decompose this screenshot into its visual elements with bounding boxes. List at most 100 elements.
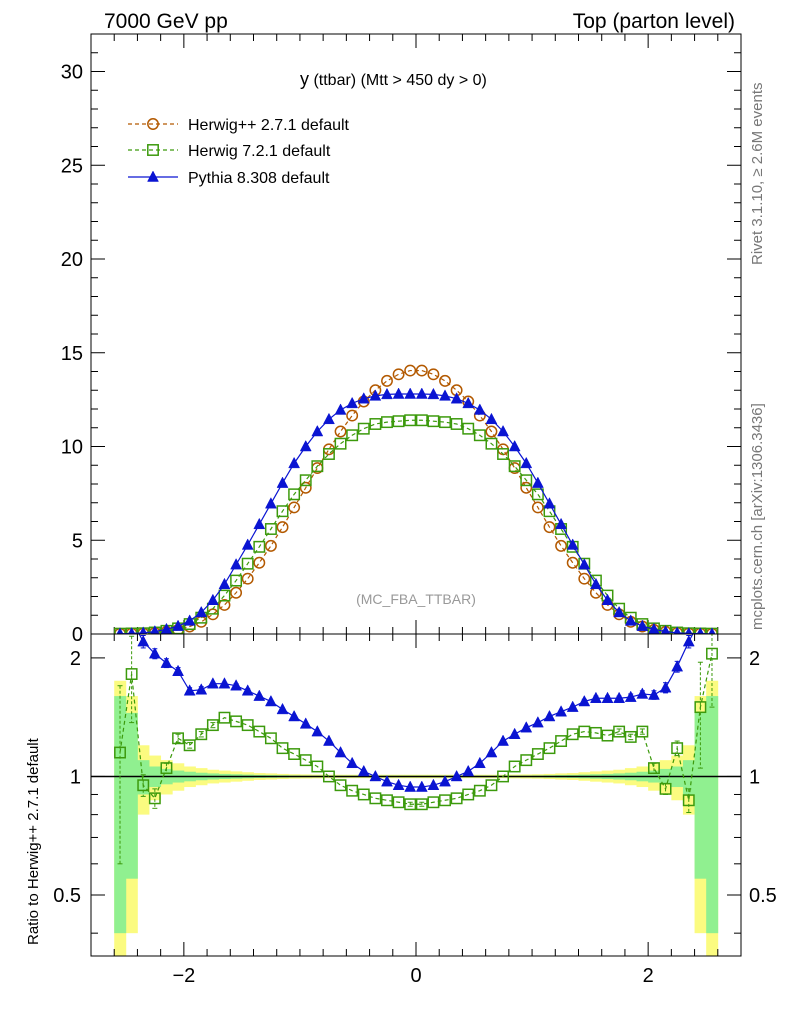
ratio-point <box>381 775 393 787</box>
ratio-point <box>682 635 695 647</box>
plot-title-main: y <box>300 69 309 89</box>
main-point <box>578 558 591 570</box>
main-point <box>497 448 510 460</box>
main-point <box>520 481 533 494</box>
ratio-point <box>218 677 231 689</box>
main-point <box>241 538 254 550</box>
main-series-line <box>120 419 712 634</box>
ratio-point <box>566 700 579 712</box>
ratio-point <box>462 788 475 801</box>
ratio-point <box>172 664 184 676</box>
main-point <box>473 429 486 442</box>
ratio-point <box>241 719 254 732</box>
main-point <box>404 414 417 427</box>
header-left: 7000 GeV pp <box>104 10 228 33</box>
main-point <box>555 517 568 530</box>
ratio-point <box>497 770 510 783</box>
main-point <box>195 605 208 618</box>
main-point <box>531 501 544 514</box>
main-point <box>206 593 219 605</box>
ratio-point <box>613 691 626 703</box>
ratio-ytick-label-right: 1 <box>749 766 760 788</box>
main-point <box>508 460 521 473</box>
main-point <box>485 412 498 425</box>
ratio-point <box>276 742 289 755</box>
main-point <box>276 505 289 518</box>
main-point <box>660 625 671 634</box>
ratio-ytick-label: 2 <box>70 648 81 670</box>
main-point <box>613 605 626 618</box>
main-point <box>288 456 301 469</box>
ratio-point <box>288 748 301 760</box>
ratio-point <box>160 656 173 668</box>
ratio-point <box>404 798 417 811</box>
main-ytick-label: 30 <box>61 62 83 84</box>
ratio-point <box>381 794 393 807</box>
main-point <box>520 456 533 469</box>
ratio-point <box>206 719 219 732</box>
main-point <box>427 387 440 400</box>
ratio-point <box>624 730 637 743</box>
main-point <box>578 572 591 585</box>
ratio-point <box>241 684 254 696</box>
ratio-point <box>311 725 324 737</box>
main-point <box>241 557 254 570</box>
main-point <box>322 448 335 460</box>
ratio-point <box>183 684 196 696</box>
ratio-point <box>334 779 347 792</box>
plot-title-rest: (ttbar) (Mtt > 450 dy > 0) <box>309 72 487 89</box>
main-point <box>264 539 277 552</box>
ratio-point <box>624 690 637 702</box>
ratio-point <box>415 780 428 792</box>
ratio-point <box>264 732 277 745</box>
main-point <box>311 460 324 473</box>
main-point <box>485 437 498 450</box>
ratio-point <box>578 725 591 738</box>
main-point <box>636 619 649 631</box>
main-point <box>392 415 405 428</box>
ratio-point <box>520 721 533 733</box>
ratio-series-line <box>138 634 694 788</box>
main-point <box>334 425 347 438</box>
main-point <box>531 476 544 488</box>
ratio-point <box>578 694 591 707</box>
ratio-point <box>195 728 208 741</box>
main-point <box>415 414 428 427</box>
ratio-point <box>357 764 370 777</box>
main-point <box>381 374 393 387</box>
main-point <box>253 517 266 530</box>
ratio-point <box>137 635 150 647</box>
ratio-point <box>427 778 440 790</box>
ratio-xtick-label: 0 <box>410 965 421 987</box>
plot-title: y (ttbar) (Mtt > 450 dy > 0) <box>300 69 487 89</box>
main-point <box>218 589 231 602</box>
ratio-data <box>114 614 718 865</box>
ratio-point <box>415 798 428 811</box>
main-point <box>708 627 716 634</box>
ratio-band-green <box>682 760 695 795</box>
main-point <box>276 521 289 534</box>
watermark: (MC_FBA_TTBAR) <box>356 591 476 607</box>
ratio-point <box>114 746 126 759</box>
main-point <box>543 521 556 534</box>
main-point <box>172 619 184 631</box>
ratio-point <box>520 754 533 767</box>
ratio-band-green <box>114 696 127 934</box>
main-point <box>139 626 148 634</box>
ratio-point <box>497 734 509 746</box>
main-point <box>218 598 231 611</box>
ratio-point <box>566 728 579 741</box>
ratio-point <box>322 770 335 783</box>
ratio-xtick-label: 2 <box>643 965 654 987</box>
main-point <box>276 476 289 488</box>
main-point <box>485 425 498 438</box>
ratio-point <box>230 679 243 691</box>
ratio-point <box>648 688 660 700</box>
main-point <box>334 437 347 450</box>
ratio-point <box>695 614 706 625</box>
ratio-point <box>589 726 602 739</box>
main-point <box>566 538 579 550</box>
ratio-point <box>369 792 382 805</box>
ratio-point <box>206 677 219 689</box>
